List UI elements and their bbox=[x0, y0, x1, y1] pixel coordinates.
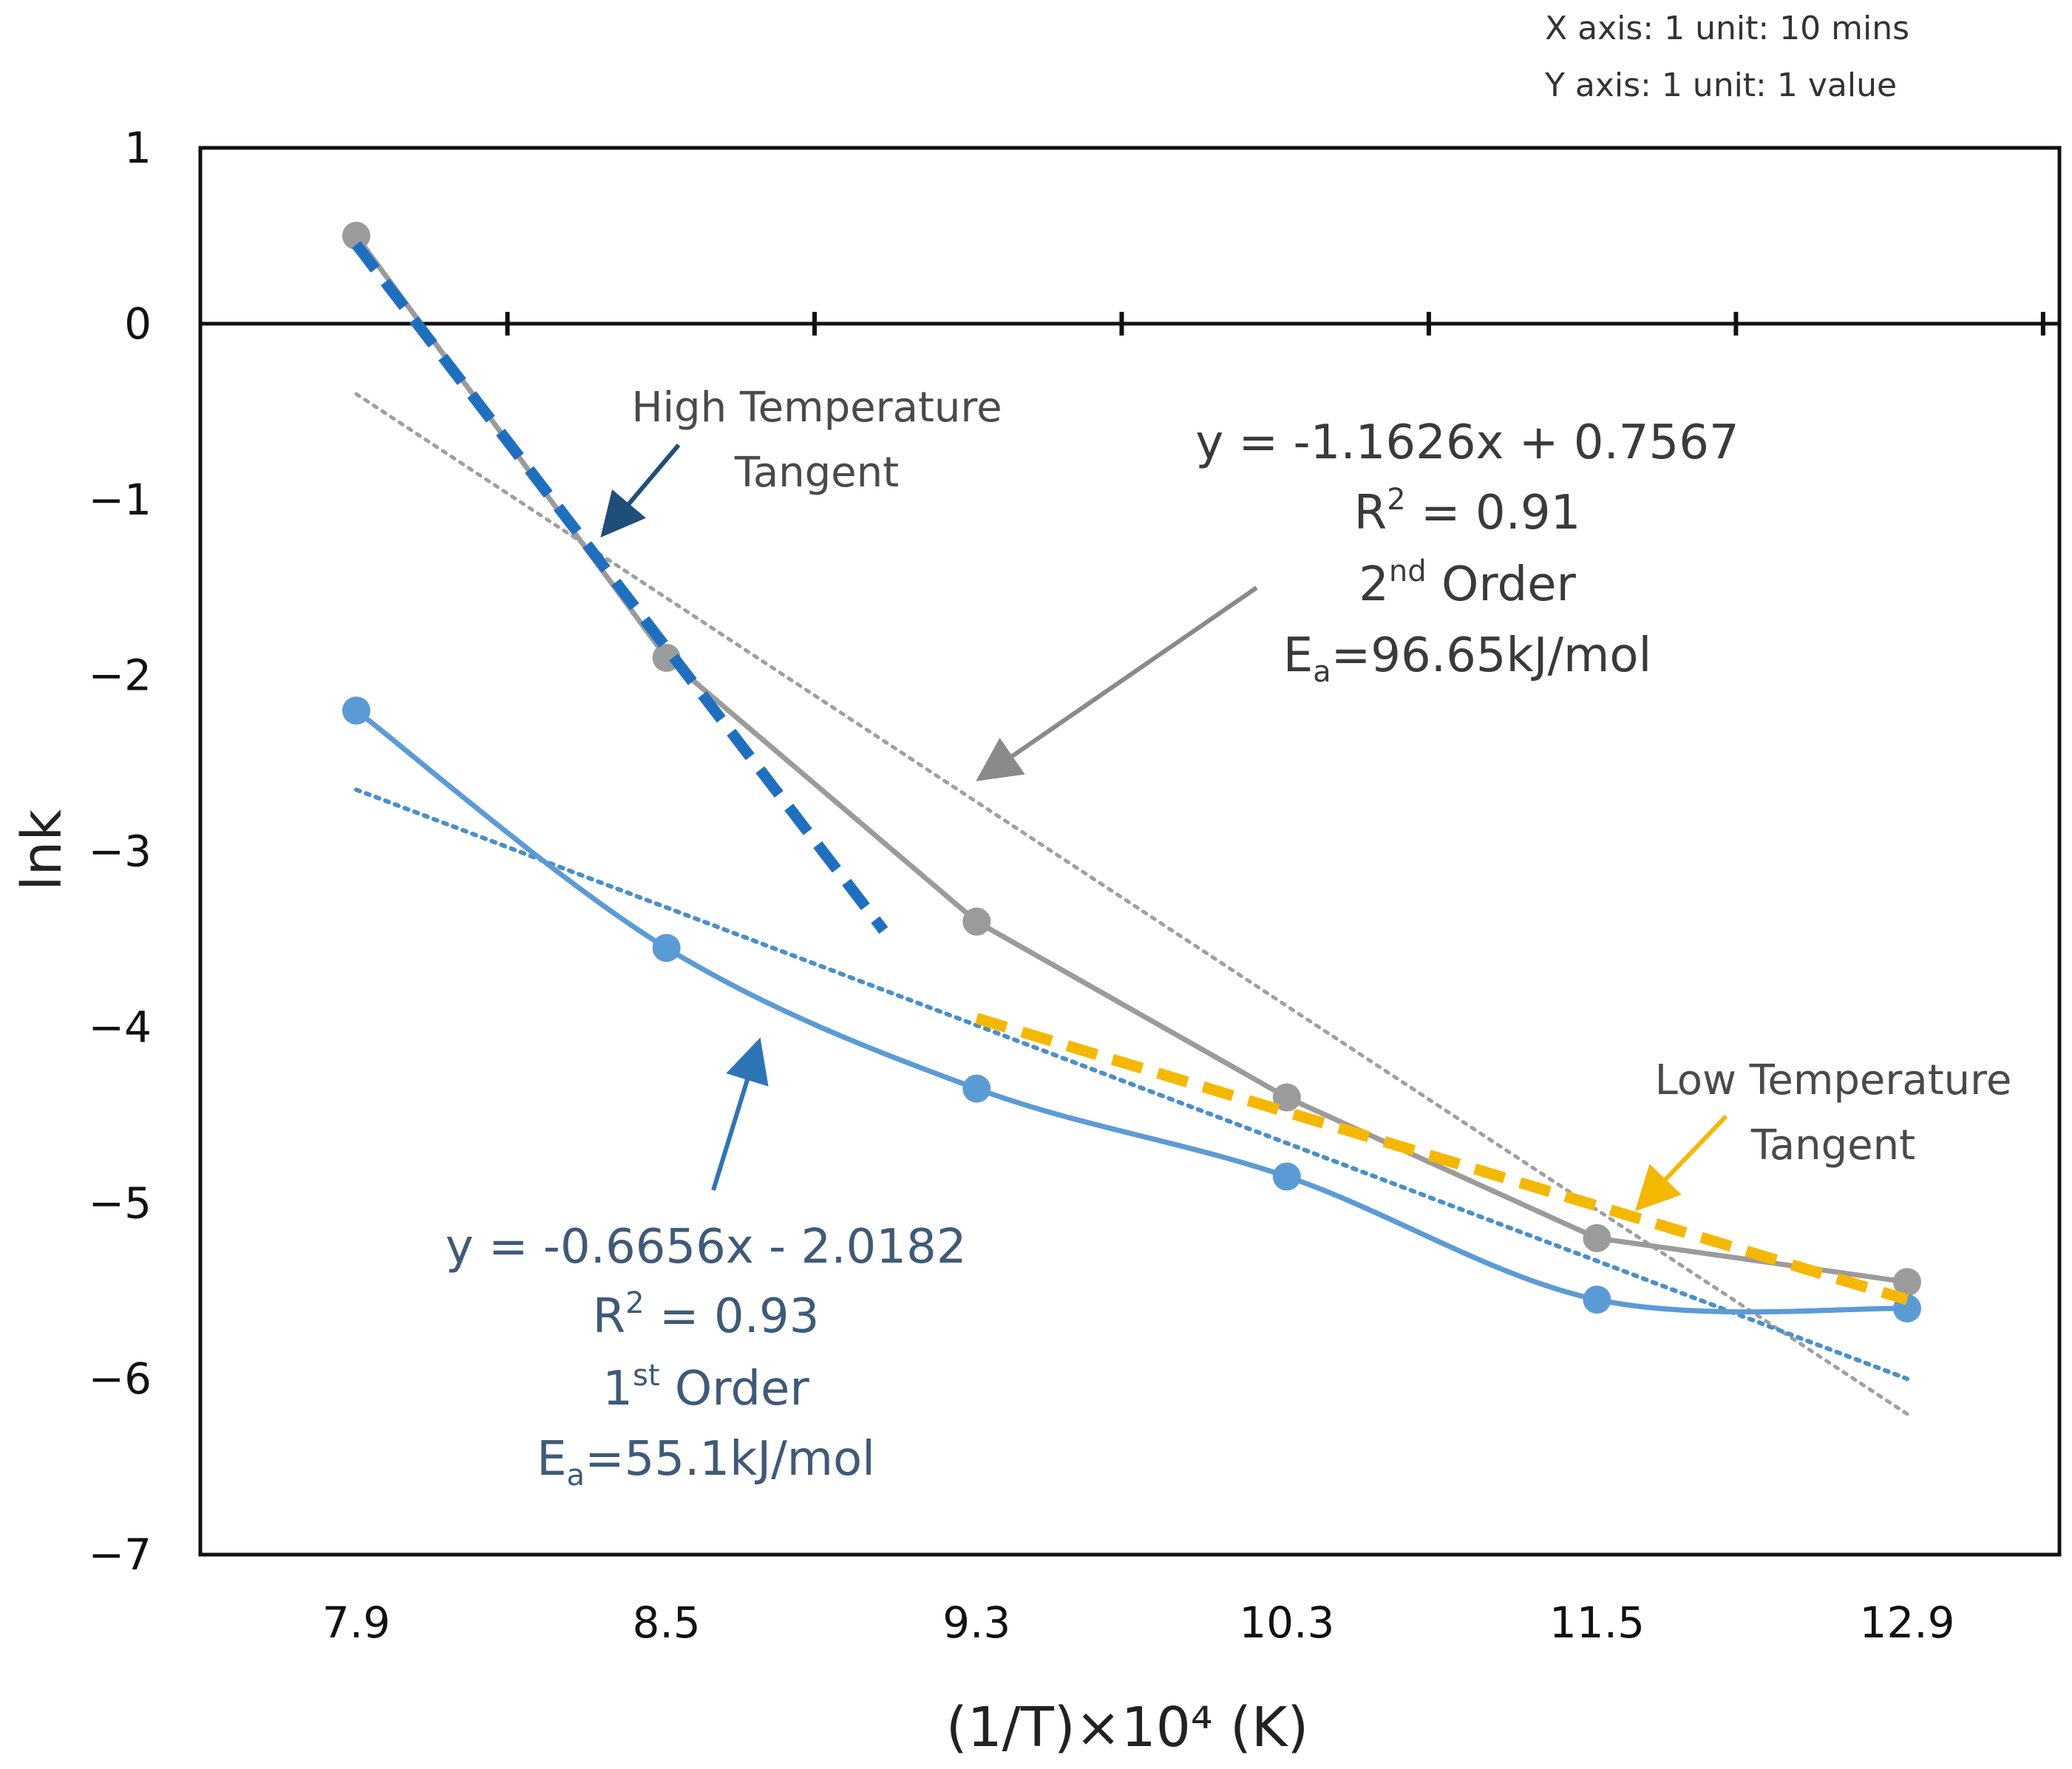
second-order-arrow bbox=[976, 585, 1258, 781]
series-line bbox=[354, 708, 1908, 1315]
y-tick-label: 0 bbox=[124, 299, 152, 349]
first-order-r2: R2 = 0.93 bbox=[593, 1286, 820, 1344]
y-tick-label: 1 bbox=[124, 123, 152, 173]
data-point bbox=[1272, 1162, 1301, 1191]
low-tangent-label-line2: Tangent bbox=[1750, 1121, 1915, 1169]
axis-note-x: X axis: 1 unit: 10 mins bbox=[1545, 10, 1909, 47]
data-point bbox=[1893, 1268, 1921, 1297]
tangent-line bbox=[352, 241, 889, 934]
y-axis-label: lnk bbox=[10, 809, 74, 891]
trendline bbox=[354, 787, 1909, 1382]
second-order-r2: R2 = 0.91 bbox=[1354, 483, 1581, 540]
x-tick-label: 7.9 bbox=[322, 1597, 390, 1648]
data-point bbox=[1272, 1083, 1301, 1112]
data-point bbox=[1583, 1286, 1611, 1314]
data-series bbox=[342, 221, 1921, 1322]
x-tick-label: 10.3 bbox=[1239, 1597, 1334, 1648]
first-order-arrow bbox=[711, 1037, 769, 1191]
x-tick-label: 9.3 bbox=[942, 1597, 1010, 1648]
high-tangent-arrow bbox=[600, 444, 681, 538]
x-tick-label: 11.5 bbox=[1549, 1597, 1645, 1648]
x-axis-zero-line bbox=[200, 311, 2059, 336]
y-tick-labels: 1 0 −1 −2 −3 −4 −5 −6 −7 bbox=[89, 123, 152, 1580]
high-tangent-label-line1: High Temperature bbox=[631, 384, 1002, 432]
data-point bbox=[962, 1074, 991, 1103]
first-order-equation: y = -0.6656x - 2.0182 bbox=[446, 1220, 967, 1274]
series-line bbox=[354, 234, 1908, 1285]
y-tick-label: −4 bbox=[89, 1002, 152, 1052]
x-tick-labels: 7.9 8.5 9.3 10.3 11.5 12.9 bbox=[322, 1597, 1955, 1648]
axis-note-y: Y axis: 1 unit: 1 value bbox=[1544, 67, 1897, 104]
low-tangent-label-line1: Low Temperature bbox=[1655, 1056, 2012, 1104]
high-tangent-label-line2: Tangent bbox=[734, 449, 899, 497]
y-tick-label: −2 bbox=[89, 651, 152, 701]
data-point bbox=[342, 696, 370, 725]
y-tick-label: −3 bbox=[89, 826, 152, 877]
low-tangent-arrow bbox=[1634, 1114, 1728, 1212]
data-point bbox=[652, 934, 681, 962]
data-point bbox=[962, 907, 991, 936]
plot-area bbox=[198, 146, 2062, 1557]
second-order-activation-energy: Ea=96.65kJ/mol bbox=[1283, 628, 1652, 689]
first-order-label: 1st Order bbox=[602, 1359, 809, 1416]
second-order-annotation: y = -1.1626x + 0.7567 R2 = 0.91 2nd Orde… bbox=[1195, 415, 1739, 689]
y-tick-label: −5 bbox=[89, 1178, 152, 1228]
x-axis-label: (1/T)×10⁴ (K) bbox=[946, 1696, 1309, 1759]
y-tick-label: −6 bbox=[89, 1354, 152, 1404]
data-point bbox=[1583, 1223, 1611, 1252]
first-order-activation-energy: Ea=55.1kJ/mol bbox=[537, 1432, 875, 1493]
first-order-annotation: y = -0.6656x - 2.0182 R2 = 0.93 1st Orde… bbox=[446, 1220, 967, 1493]
data-point bbox=[342, 221, 370, 250]
y-tick-label: −7 bbox=[89, 1529, 152, 1580]
second-order-label: 2nd Order bbox=[1359, 554, 1576, 612]
tangent-line bbox=[975, 1013, 1909, 1305]
y-tick-label: −1 bbox=[89, 475, 152, 525]
tangent-lines bbox=[352, 241, 1909, 1305]
second-order-equation: y = -1.1626x + 0.7567 bbox=[1195, 415, 1739, 470]
x-tick-label: 8.5 bbox=[632, 1597, 700, 1648]
x-tick-label: 12.9 bbox=[1859, 1597, 1954, 1648]
